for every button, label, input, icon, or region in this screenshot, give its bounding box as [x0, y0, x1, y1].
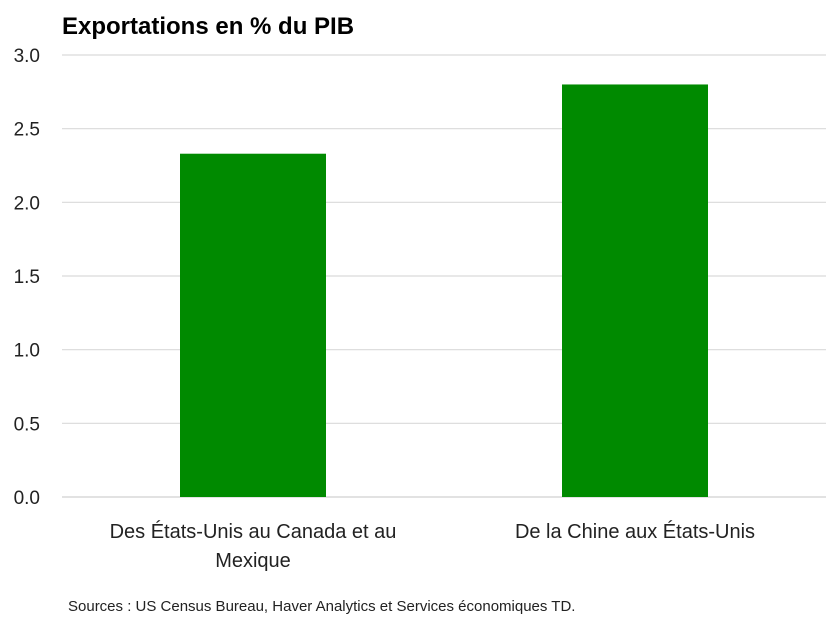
bar: [562, 84, 708, 497]
bars: [180, 84, 708, 498]
x-category-label: De la Chine aux États-Unis: [515, 520, 755, 543]
y-tick-label: 0.5: [14, 414, 40, 435]
x-category-label: Des États-Unis au Canada et au Mexique: [110, 520, 397, 572]
chart-title: Exportations en % du PIB: [62, 13, 354, 40]
y-tick-label: 1.0: [14, 341, 40, 362]
y-axis: 0.0 0.5 1.0 1.5 2.0 2.5 3.0: [14, 46, 40, 509]
y-tick-label: 0.0: [14, 488, 40, 509]
grid: [62, 54, 826, 498]
y-tick-label: 1.5: [14, 267, 40, 288]
y-tick-label: 3.0: [14, 46, 40, 67]
y-tick-label: 2.0: [14, 193, 40, 214]
source-note: Sources : US Census Bureau, Haver Analyt…: [68, 598, 575, 615]
bar: [180, 153, 326, 498]
x-axis: Des États-Unis au Canada et au Mexique De …: [110, 520, 755, 572]
y-tick-label: 2.5: [14, 120, 40, 141]
